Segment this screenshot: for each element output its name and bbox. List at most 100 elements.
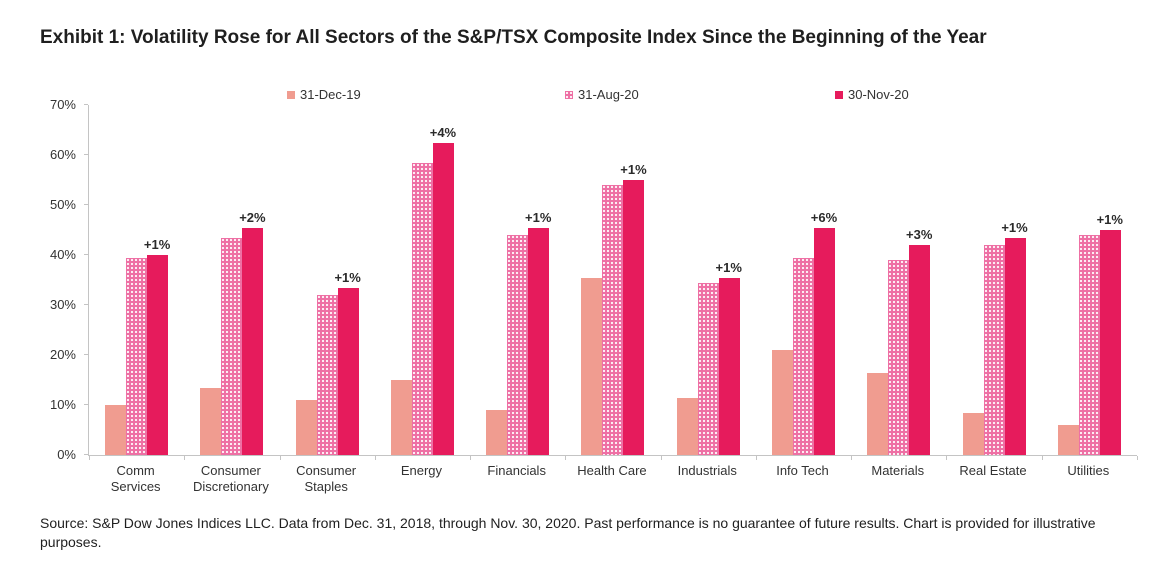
- bar-30-nov-20-industrials: [718, 277, 740, 455]
- bar-31-aug-20-real-estate: [983, 245, 1005, 455]
- change-annotation: +1%: [524, 209, 552, 225]
- bar-cluster: +1%: [295, 270, 361, 455]
- x-category-label: Health Care: [577, 463, 647, 478]
- bar-30-nov-20-real-estate: [1004, 237, 1026, 455]
- legend-label-aug: 31-Aug-20: [578, 87, 639, 102]
- bar-30-nov-20-utilities: [1099, 230, 1121, 455]
- y-tick-mark: [84, 204, 88, 205]
- x-tick-mark: [470, 456, 472, 460]
- bar-30-nov-20-energy: [432, 142, 454, 455]
- bar-31-dec-19-financials: [486, 410, 508, 455]
- bar-group-industrials: +1%: [661, 260, 756, 455]
- x-tick-mark: [565, 456, 567, 460]
- chart-legend: 31-Dec-19 31-Aug-20 30-Nov-20: [0, 87, 1164, 103]
- bar-cluster: +2%: [200, 210, 266, 455]
- bar-31-aug-20-financials: [507, 235, 529, 455]
- bar-31-dec-19-info-tech: [771, 350, 793, 455]
- x-category-label: Comm Services: [110, 463, 161, 494]
- y-tick-label: 60%: [49, 147, 76, 162]
- x-tick-mark: [374, 456, 376, 460]
- bar-cluster: +1%: [486, 210, 551, 455]
- y-tick-label: 70%: [49, 97, 76, 112]
- bar-groups: +1% +2% +1% +4% +1% +1% +1% +6% +3% +1% +1%: [89, 105, 1137, 455]
- x-tick-mark: [89, 456, 90, 460]
- bar-group-consumer-discretionary: +2%: [184, 210, 279, 455]
- bar-31-dec-19-energy: [390, 380, 412, 455]
- y-tick-mark: [84, 104, 88, 105]
- change-annotation: +1%: [143, 237, 171, 252]
- bar-31-aug-20-health-care: [602, 185, 624, 455]
- x-tick-mark: [946, 456, 948, 460]
- bar-30-nov-20-comm-services: [147, 255, 169, 455]
- bar-30-nov-20-financials: [528, 227, 550, 455]
- x-category-label: Real Estate: [959, 463, 1027, 478]
- y-tick-label: 10%: [49, 397, 76, 412]
- bar-31-dec-19-health-care: [581, 277, 603, 455]
- x-tick-mark: [660, 456, 662, 460]
- x-category-label: Consumer Staples: [296, 463, 357, 494]
- y-tick-label: 20%: [49, 347, 76, 362]
- x-tick-mark: [184, 456, 186, 460]
- legend-label-dec: 31-Dec-19: [300, 87, 361, 102]
- x-tick-mark: [851, 456, 853, 460]
- bar-31-aug-20-consumer-staples: [316, 295, 338, 455]
- y-tick-mark: [84, 254, 88, 255]
- legend-swatch-nov-icon: [835, 90, 843, 99]
- legend-label-nov: 30-Nov-20: [848, 87, 909, 102]
- x-tick-mark: [279, 456, 281, 460]
- bar-31-dec-19-real-estate: [962, 412, 984, 455]
- change-annotation: +6%: [810, 209, 838, 225]
- y-tick-mark: [84, 354, 88, 355]
- bar-31-aug-20-info-tech: [792, 257, 814, 455]
- bar-group-health-care: +1%: [565, 162, 660, 455]
- bar-31-dec-19-consumer-staples: [295, 400, 317, 455]
- y-tick-label: 30%: [49, 297, 76, 312]
- bar-31-dec-19-consumer-discretionary: [200, 387, 222, 455]
- y-tick-mark: [84, 404, 88, 405]
- bar-30-nov-20-info-tech: [813, 227, 835, 455]
- change-annotation: +4%: [429, 124, 457, 140]
- bar-group-real-estate: +1%: [946, 220, 1041, 455]
- legend-item-31-dec-19: 31-Dec-19: [287, 87, 361, 102]
- bar-group-materials: +3%: [851, 227, 946, 455]
- y-tick-mark: [84, 454, 88, 455]
- y-tick-mark: [84, 154, 88, 155]
- x-category-label: Consumer Discretionary: [192, 463, 269, 494]
- chart-title: Exhibit 1: Volatility Rose for All Secto…: [40, 27, 987, 48]
- y-tick-label: 0%: [57, 447, 76, 462]
- x-axis-labels: Comm Services Consumer Discretionary Consu…: [88, 463, 1136, 495]
- x-tick-mark: [1041, 456, 1043, 460]
- y-tick-label: 40%: [49, 247, 76, 262]
- bar-31-aug-20-comm-services: [126, 257, 148, 455]
- change-annotation: +1%: [620, 162, 647, 177]
- bar-cluster: +1%: [962, 220, 1028, 455]
- bar-31-dec-19-utilities: [1057, 425, 1079, 455]
- bar-31-dec-19-materials: [867, 372, 889, 455]
- change-annotation: +1%: [715, 259, 742, 275]
- bar-group-comm-services: +1%: [89, 237, 184, 455]
- change-annotation: +3%: [906, 227, 933, 242]
- bar-31-aug-20-energy: [411, 162, 433, 455]
- bar-group-financials: +1%: [470, 210, 565, 455]
- plot-area: +1% +2% +1% +4% +1% +1% +1% +6% +3% +1% +1%: [84, 104, 1138, 460]
- source-note: Source: S&P Dow Jones Indices LLC. Data …: [40, 515, 1096, 550]
- x-category-label: Financials: [487, 463, 546, 478]
- x-tick-mark: [1137, 456, 1138, 460]
- legend-item-30-nov-20: 30-Nov-20: [835, 87, 909, 102]
- bar-31-aug-20-utilities: [1078, 235, 1100, 455]
- bar-cluster: +3%: [867, 227, 932, 455]
- bar-31-aug-20-industrials: [697, 282, 719, 455]
- x-category-label: Energy: [400, 463, 443, 478]
- bar-31-dec-19-industrials: [676, 397, 698, 455]
- bar-group-consumer-staples: +1%: [280, 270, 375, 455]
- bar-31-dec-19-comm-services: [105, 405, 127, 455]
- bar-cluster: +1%: [105, 237, 170, 455]
- bar-cluster: +6%: [771, 210, 837, 455]
- bar-30-nov-20-materials: [909, 245, 931, 455]
- bar-30-nov-20-consumer-staples: [337, 287, 359, 455]
- bar-cluster: +1%: [581, 162, 647, 455]
- change-annotation: +2%: [239, 209, 266, 225]
- x-category-label: Info Tech: [776, 463, 829, 478]
- bar-group-utilities: +1%: [1042, 212, 1137, 455]
